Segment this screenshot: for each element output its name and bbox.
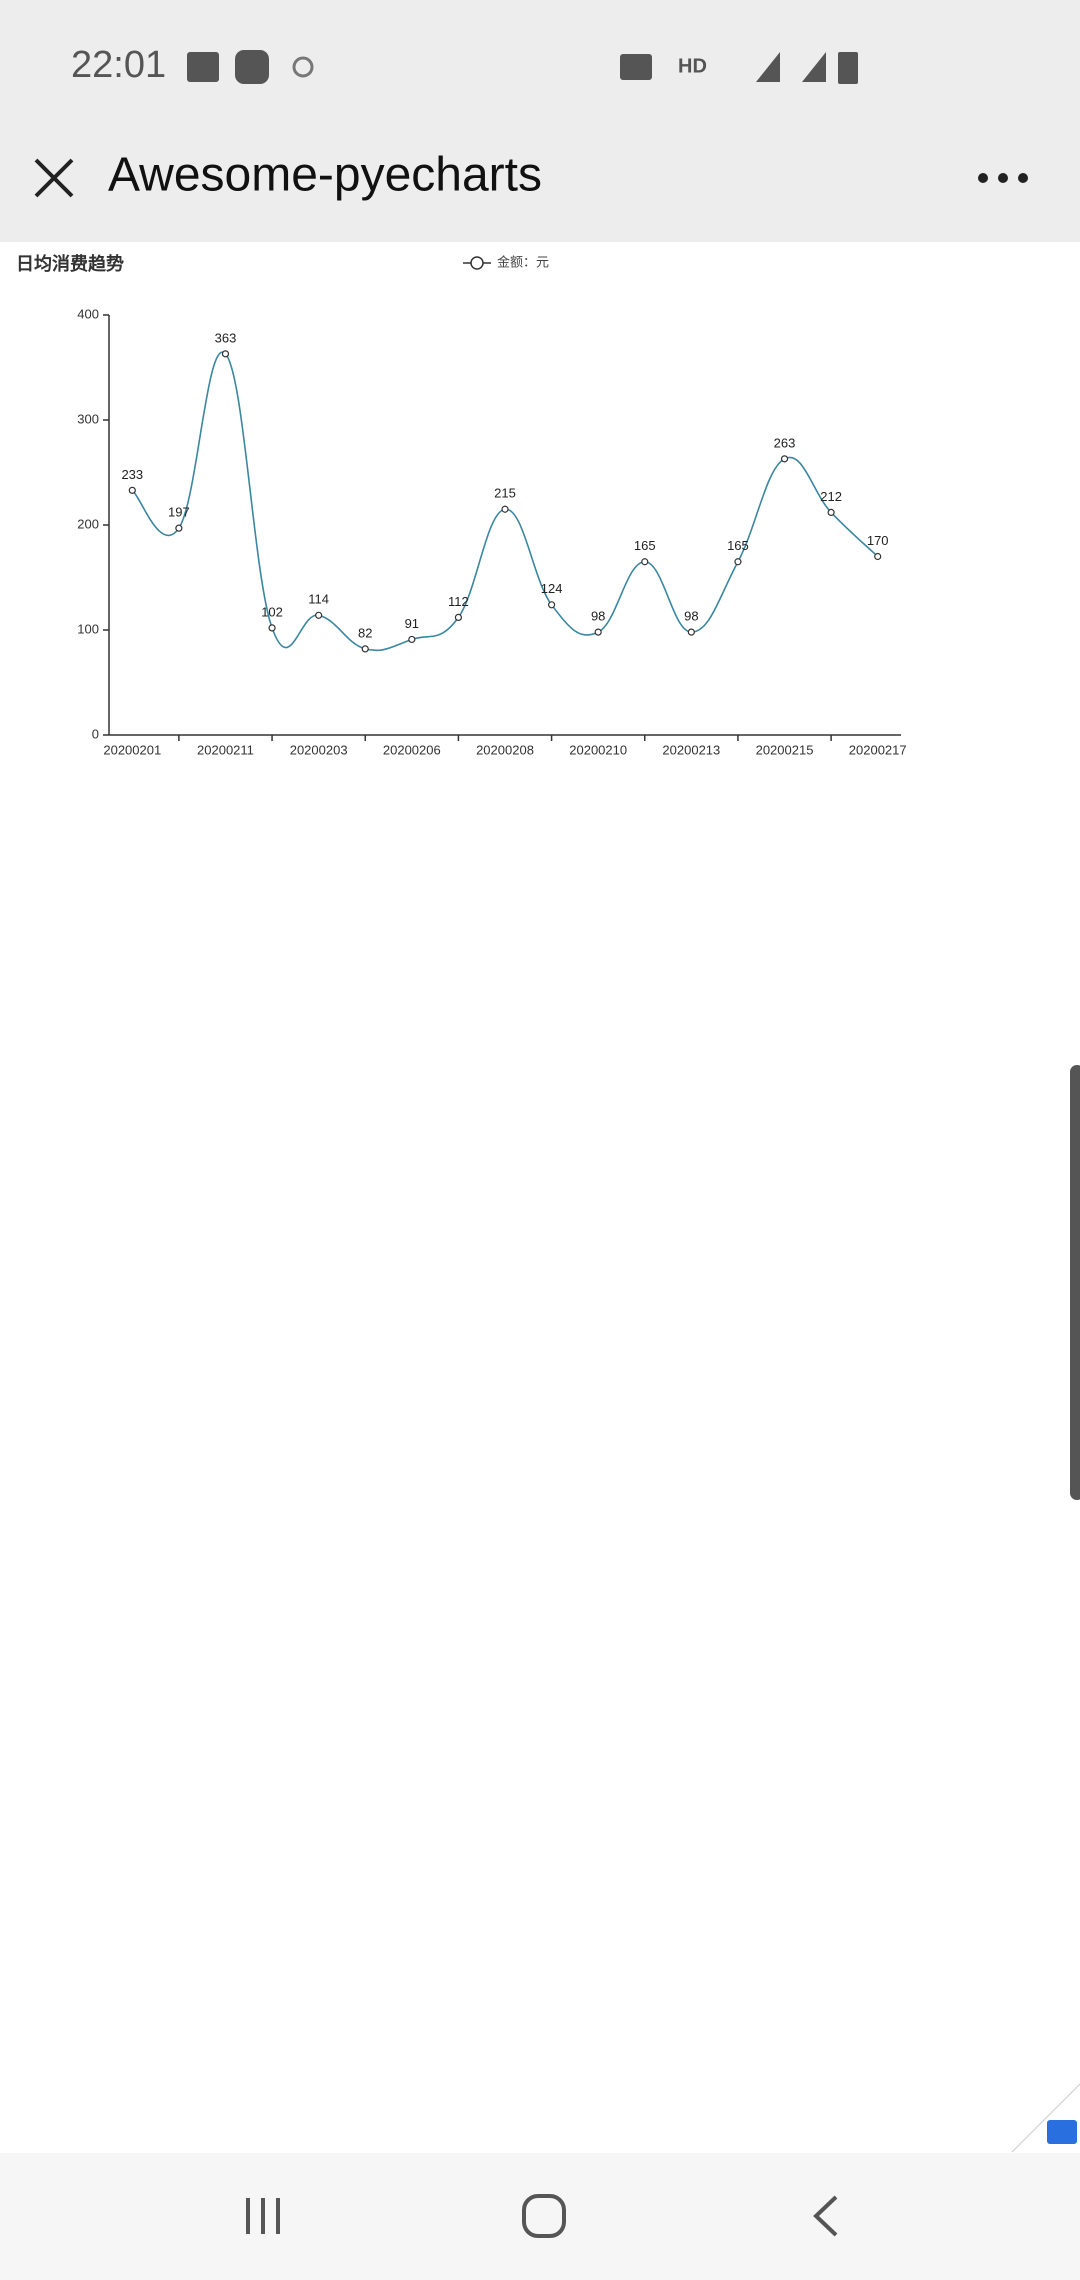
signal-icon xyxy=(756,52,826,82)
dot xyxy=(998,173,1008,183)
side-handle[interactable] xyxy=(1070,1065,1080,1500)
point xyxy=(454,613,463,622)
point xyxy=(734,558,742,566)
value-label: 170 xyxy=(867,533,889,548)
point xyxy=(501,505,509,513)
value-label: 112 xyxy=(448,594,469,609)
value-label: 124 xyxy=(541,581,563,596)
value-label: 212 xyxy=(820,489,842,504)
point xyxy=(780,455,789,463)
y-tick-label: 400 xyxy=(77,306,99,321)
y-tick-label: 100 xyxy=(77,621,99,636)
x-tick-label: 20200203 xyxy=(290,742,348,757)
x-tick-label: 20200210 xyxy=(569,742,627,757)
point xyxy=(594,628,602,636)
value-label: 263 xyxy=(774,435,796,450)
value-label: 98 xyxy=(684,609,698,624)
chart-title: 日均消费趋势 xyxy=(16,253,124,274)
point xyxy=(874,552,882,561)
top-bar xyxy=(0,0,1080,242)
x-tick-label: 20200206 xyxy=(383,742,441,757)
point xyxy=(687,628,695,636)
point xyxy=(175,524,183,532)
point xyxy=(221,350,230,358)
value-label: 363 xyxy=(215,330,237,345)
recent-button[interactable] xyxy=(246,2198,280,2234)
value-label: 82 xyxy=(358,625,372,640)
value-label: 165 xyxy=(727,538,749,553)
x-tick-label: 20200208 xyxy=(476,742,534,757)
point xyxy=(128,486,136,494)
value-label: 165 xyxy=(634,538,656,553)
dot xyxy=(1018,173,1028,183)
network-label: HD xyxy=(678,55,707,77)
point xyxy=(361,645,369,653)
x-tick-label: 20200215 xyxy=(756,742,814,757)
y-tick-label: 0 xyxy=(92,726,99,741)
value-label: 98 xyxy=(591,609,605,624)
legend-marker xyxy=(470,256,484,270)
corner-line xyxy=(1011,2083,1080,2153)
line xyxy=(131,351,879,652)
value-label: 215 xyxy=(494,486,516,501)
point xyxy=(827,508,835,517)
point xyxy=(268,624,276,632)
x-tick-label: 20200217 xyxy=(849,742,907,757)
x-tick-label: 20200211 xyxy=(197,742,254,757)
gallery-icon xyxy=(187,52,219,82)
app-icon xyxy=(235,50,269,84)
value-label: 102 xyxy=(261,604,283,619)
brightness-icon xyxy=(292,56,314,78)
close-button[interactable] xyxy=(34,158,74,198)
home-button[interactable] xyxy=(522,2194,566,2238)
floating-icon[interactable] xyxy=(1047,2120,1077,2144)
more-button[interactable] xyxy=(978,173,1028,183)
y-tick-label: 200 xyxy=(77,516,99,531)
dot xyxy=(978,173,988,183)
x-tick-label: 20200213 xyxy=(662,742,720,757)
legend-label: 金额：元 xyxy=(497,254,549,269)
folder-icon xyxy=(620,54,652,80)
clock: 22:01 xyxy=(71,44,166,86)
battery-icon xyxy=(838,52,858,84)
back-button[interactable] xyxy=(813,2195,838,2237)
nav-bar xyxy=(0,2153,1080,2280)
point xyxy=(315,611,323,619)
point xyxy=(547,601,556,609)
toolbar-title: Awesome-pyecharts xyxy=(108,149,542,202)
value-label: 91 xyxy=(405,616,419,631)
value-label: 114 xyxy=(308,592,329,607)
point xyxy=(641,558,649,566)
y-tick-label: 300 xyxy=(77,411,99,426)
point xyxy=(408,635,416,644)
value-label: 197 xyxy=(168,505,190,520)
x-tick-label: 20200201 xyxy=(103,742,161,757)
value-label: 233 xyxy=(121,467,143,482)
